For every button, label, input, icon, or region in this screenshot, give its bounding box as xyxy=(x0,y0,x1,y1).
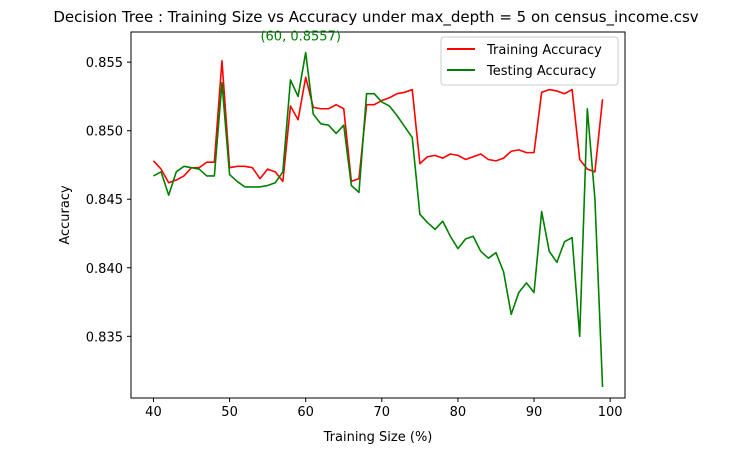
legend: Training Accuracy Testing Accuracy xyxy=(440,36,619,86)
y-tick-label: 0.850 xyxy=(86,125,123,140)
x-tick-label: 50 xyxy=(221,405,238,420)
y-axis-label: Accuracy xyxy=(58,185,73,245)
series-lines xyxy=(152,51,604,388)
x-tick-label: 40 xyxy=(145,405,162,420)
legend-box xyxy=(440,36,619,86)
max-testing-annotation: (60, 0.8557) xyxy=(260,30,340,45)
legend-label-training: Training Accuracy xyxy=(486,43,602,58)
x-axis: 40 50 60 70 80 90 100 xyxy=(145,398,623,420)
y-tick-label: 0.855 xyxy=(86,56,123,71)
x-axis-label: Training Size (%) xyxy=(323,430,433,445)
y-axis: 0.835 0.840 0.845 0.850 0.855 xyxy=(86,56,131,345)
x-tick-label: 80 xyxy=(450,405,467,420)
x-tick-label: 90 xyxy=(526,405,543,420)
y-tick-label: 0.840 xyxy=(86,262,123,277)
x-tick-label: 100 xyxy=(598,405,623,420)
y-tick-label: 0.835 xyxy=(86,330,123,345)
plot-area xyxy=(130,31,626,399)
x-tick-label: 70 xyxy=(374,405,391,420)
x-tick-label: 60 xyxy=(297,405,314,420)
chart-title: Decision Tree : Training Size vs Accurac… xyxy=(53,8,698,27)
y-tick-label: 0.845 xyxy=(86,193,123,208)
testing-accuracy-line xyxy=(153,51,604,388)
legend-label-testing: Testing Accuracy xyxy=(486,64,596,79)
